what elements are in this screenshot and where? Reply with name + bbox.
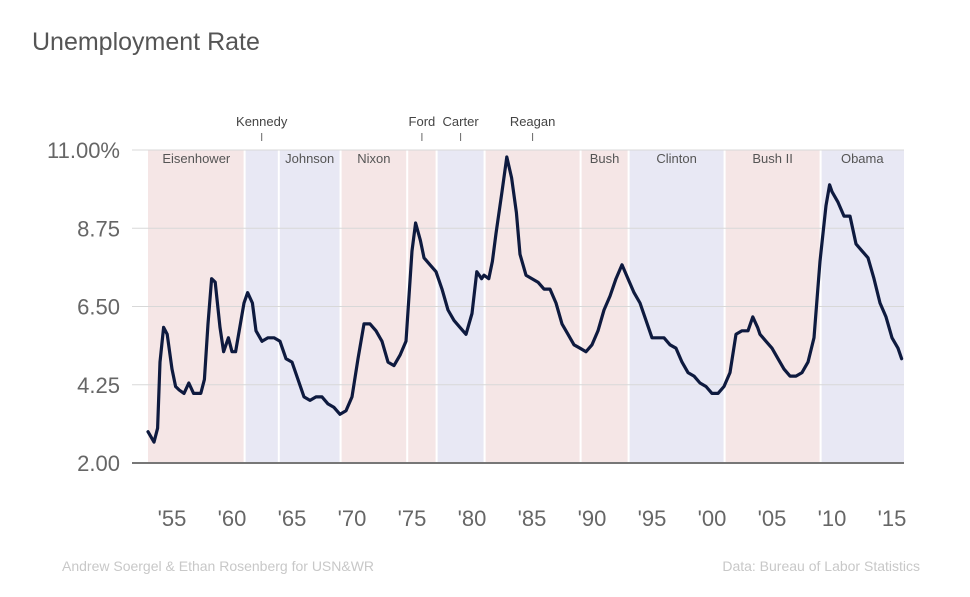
chart-title: Unemployment Rate [32, 28, 260, 56]
data-source: Data: Bureau of Labor Statistics [722, 558, 920, 574]
x-tick-label: '95 [638, 506, 667, 531]
x-tick-label: '70 [338, 506, 367, 531]
x-tick-label: '80 [458, 506, 487, 531]
x-tick-label: '15 [878, 506, 907, 531]
y-axis-ticks: 2.00 4.25 6.50 8.75 11.00% [47, 138, 120, 476]
y-tick-label: 6.50 [77, 295, 120, 320]
x-tick-label: '00 [698, 506, 727, 531]
president-label-ford: Ford [409, 114, 436, 129]
president-label-clinton: Clinton [656, 151, 696, 166]
presidency-labels: Eisenhower Kennedy Johnson Nixon Ford Carter R… [162, 114, 884, 166]
y-tick-label: 8.75 [77, 216, 120, 241]
x-tick-label: '05 [758, 506, 787, 531]
x-axis-ticks: '55 '60 '65 '70 '75 '80 '85 '90 '95 '00 '05 '10 '15 [158, 506, 907, 531]
y-tick-label: 11.00% [47, 138, 120, 163]
unemployment-line [146, 155, 904, 444]
y-tick-label: 4.25 [77, 373, 120, 398]
president-label-bush: Bush [590, 151, 620, 166]
president-label-reagan: Reagan [510, 114, 556, 129]
x-tick-label: '85 [518, 506, 547, 531]
president-label-nixon: Nixon [357, 151, 390, 166]
president-label-kennedy: Kennedy [236, 114, 288, 129]
x-tick-label: '65 [278, 506, 307, 531]
president-label-bush-ii: Bush II [752, 151, 792, 166]
x-tick-label: '90 [578, 506, 607, 531]
x-tick-label: '10 [818, 506, 847, 531]
president-label-eisenhower: Eisenhower [162, 151, 231, 166]
y-tick-label: 2.00 [77, 451, 120, 476]
president-label-obama: Obama [841, 151, 884, 166]
president-label-johnson: Johnson [285, 151, 334, 166]
x-tick-label: '60 [218, 506, 247, 531]
data-series [146, 155, 904, 444]
author-credit: Andrew Soergel & Ethan Rosenberg for USN… [62, 558, 375, 574]
x-tick-label: '75 [398, 506, 427, 531]
x-tick-label: '55 [158, 506, 187, 531]
president-label-carter: Carter [443, 114, 480, 129]
